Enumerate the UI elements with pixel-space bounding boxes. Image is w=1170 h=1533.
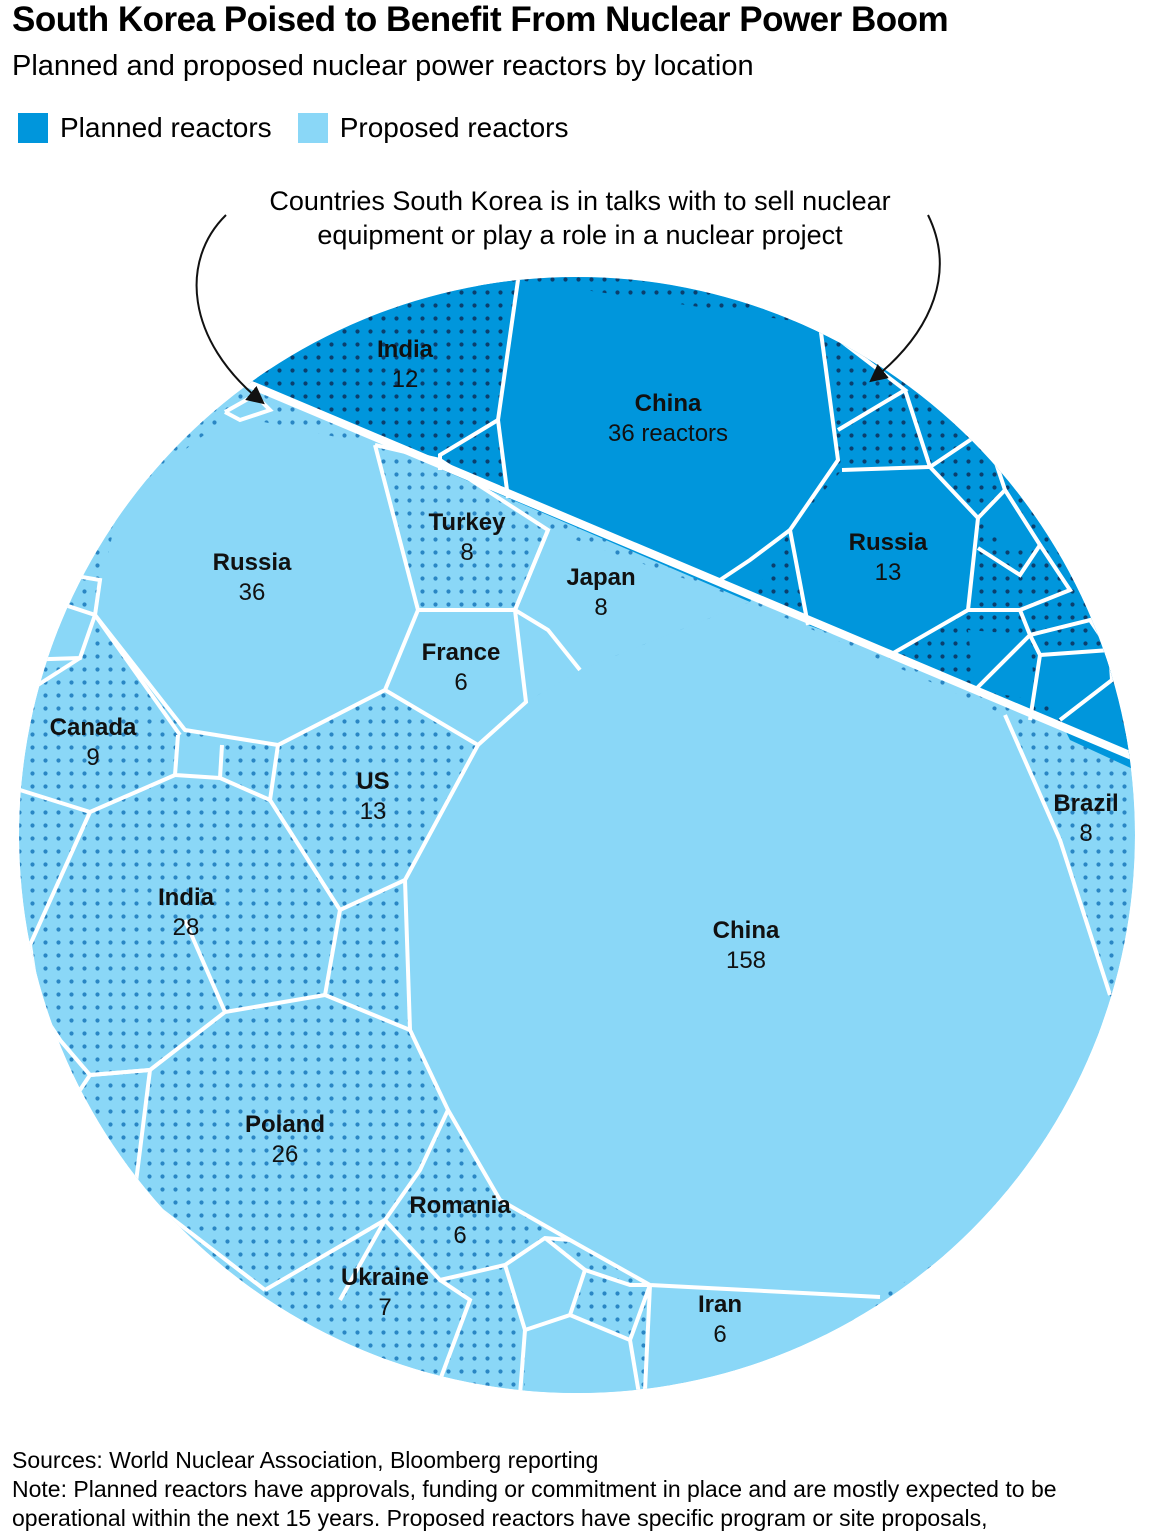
group-divider <box>228 372 1135 776</box>
cell-proposed-small-b <box>175 735 222 778</box>
annotation-arrow-left <box>195 214 265 405</box>
annotation-line-2: equipment or play a role in a nuclear pr… <box>317 220 843 250</box>
cell-proposed-small-a <box>515 610 580 702</box>
cell-label-proposed-us: US <box>356 768 389 795</box>
cell-label-proposed-canada: Canada <box>50 714 137 741</box>
proposed-borders <box>19 392 1112 1393</box>
voronoi-chart: China 36 reactors Russia 13 India 12 China 158 R… <box>19 214 1135 1393</box>
cell-label-proposed-india: India <box>158 884 215 911</box>
cell-value-proposed-china: 158 <box>726 947 766 974</box>
cell-label-planned-russia: Russia <box>849 529 928 556</box>
cell-value-proposed-russia: 36 <box>239 579 266 606</box>
cell-label-planned-india: India <box>377 336 434 363</box>
cell-label-proposed-china: China <box>713 917 780 944</box>
footer-note: Note: Planned reactors have approvals, f… <box>12 1476 1057 1531</box>
cell-value-proposed-us: 13 <box>360 798 387 825</box>
cell-proposed-china <box>405 602 1110 1297</box>
cell-labels: China 36 reactors Russia 13 India 12 China 158 R… <box>50 336 1119 1348</box>
footer: Sources: World Nuclear Association, Bloo… <box>12 1446 1162 1533</box>
cell-value-proposed-brazil: 8 <box>1079 820 1092 847</box>
footer-sources: Sources: World Nuclear Association, Bloo… <box>12 1447 599 1473</box>
cell-proposed-small-d <box>525 1315 640 1393</box>
cell-proposed-france <box>385 610 526 745</box>
chart-subtitle: Planned and proposed nuclear power react… <box>12 50 754 82</box>
cell-value-planned-india: 12 <box>392 366 419 393</box>
cell-label-proposed-russia: Russia <box>213 549 292 576</box>
annotation-line-1: Countries South Korea is in talks with t… <box>269 186 891 216</box>
cell-label-proposed-ukraine: Ukraine <box>341 1264 429 1291</box>
chart-title: South Korea Poised to Benefit From Nucle… <box>12 0 949 39</box>
cell-label-proposed-turkey: Turkey <box>429 509 507 536</box>
legend-swatch-proposed <box>297 113 328 143</box>
cell-value-proposed-canada: 9 <box>86 744 99 771</box>
cell-label-planned-china: China <box>635 390 702 417</box>
legend-label-proposed: Proposed reactors <box>339 112 569 143</box>
cell-label-proposed-japan: Japan <box>566 564 635 591</box>
cell-value-proposed-india: 28 <box>173 914 200 941</box>
annotation-arrow-right <box>869 214 941 383</box>
legend: Planned reactors Proposed reactors <box>18 110 594 146</box>
cell-planned-india <box>255 277 518 498</box>
cell-label-proposed-poland: Poland <box>245 1111 325 1138</box>
cell-value-proposed-romania: 6 <box>453 1222 466 1249</box>
cell-planned-russia <box>790 467 978 655</box>
cell-value-proposed-poland: 26 <box>272 1141 299 1168</box>
cell-proposed-small-e <box>505 1238 585 1330</box>
cell-value-proposed-iran: 6 <box>713 1321 726 1348</box>
cell-value-proposed-turkey: 8 <box>460 539 473 566</box>
cell-value-proposed-japan: 8 <box>594 594 607 621</box>
cell-value-planned-china: 36 reactors <box>608 420 728 447</box>
cell-proposed-iran <box>645 1285 880 1390</box>
annotation: Countries South Korea is in talks with t… <box>200 184 960 252</box>
legend-label-planned: Planned reactors <box>60 112 272 143</box>
legend-swatch-planned <box>18 113 48 143</box>
cell-planned-small-3 <box>1040 650 1112 715</box>
cell-value-planned-russia: 13 <box>875 559 902 586</box>
cell-proposed-russia <box>95 415 418 745</box>
cell-label-proposed-france: France <box>422 639 501 666</box>
proposed-cells <box>19 392 1112 1393</box>
cell-label-proposed-romania: Romania <box>409 1192 511 1219</box>
cell-planned-small-1 <box>978 490 1040 550</box>
cell-value-proposed-ukraine: 7 <box>378 1294 391 1321</box>
circle-cells <box>19 277 1135 1393</box>
legend-item-planned: Planned reactors <box>18 112 272 144</box>
legend-item-proposed: Proposed reactors <box>297 112 569 144</box>
cell-label-proposed-brazil: Brazil <box>1053 790 1118 817</box>
cell-label-proposed-iran: Iran <box>698 1291 742 1318</box>
cell-value-proposed-france: 6 <box>454 669 467 696</box>
